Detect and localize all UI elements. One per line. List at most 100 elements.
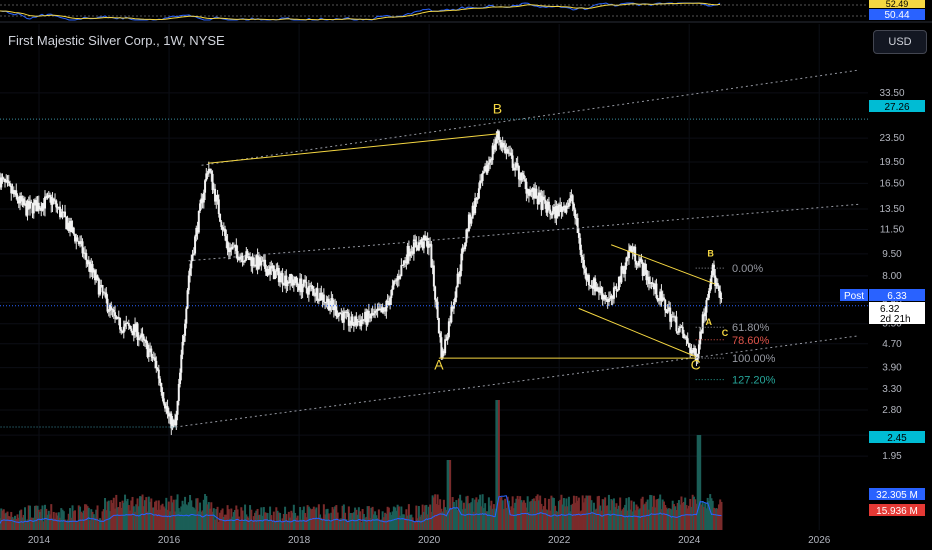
candle-body [146, 342, 149, 357]
candle-body [441, 350, 444, 359]
volume-bar [682, 501, 685, 530]
candle-body [511, 155, 514, 168]
candle-body [424, 235, 427, 241]
volume-bar [452, 501, 455, 530]
volume-bar [96, 505, 99, 530]
volume-bar [370, 507, 373, 530]
candle-body [160, 383, 163, 393]
currency-button[interactable]: USD [873, 30, 927, 54]
volume-bar [429, 504, 432, 530]
volume-bar [676, 502, 679, 530]
post-price: 6.33 [887, 291, 907, 302]
last-price: 6.32 [880, 304, 900, 315]
candle-body [641, 262, 644, 276]
volume-bar [257, 515, 260, 530]
candle-body [561, 206, 564, 212]
volume-bar [574, 502, 577, 530]
candle-body [49, 195, 52, 197]
candle-body [157, 369, 160, 379]
candle-body [679, 326, 682, 329]
candle-body [6, 180, 9, 182]
candle-body [504, 145, 507, 154]
candle-body [420, 239, 423, 245]
wave-ab-top-line [208, 133, 498, 164]
wave-label-small: A [705, 317, 712, 327]
volume-bar [434, 494, 437, 530]
volume-bar [137, 506, 140, 530]
candle-body [100, 284, 103, 287]
candle-body [419, 242, 422, 245]
candle-body [25, 203, 28, 216]
volume-bar [392, 506, 395, 530]
candle-body [272, 265, 275, 280]
candle-body [672, 316, 675, 318]
candle-body [454, 297, 457, 303]
candle-body [516, 163, 519, 166]
volume-bar [604, 497, 607, 530]
candle-body [674, 316, 677, 318]
candle-body [236, 251, 239, 260]
volume-bar [369, 518, 372, 530]
candle-body [321, 294, 324, 300]
volume-bar [555, 510, 558, 530]
volume-bar [542, 506, 545, 530]
candle-body [126, 322, 129, 324]
candle-body [382, 307, 385, 310]
candle-body [184, 323, 187, 336]
volume-bar [356, 514, 359, 530]
volume-bar [300, 519, 303, 530]
candle-body [401, 264, 404, 266]
volume-bar [79, 506, 82, 530]
volume-bar [212, 508, 215, 530]
candle-body [51, 198, 54, 205]
time-axis[interactable]: 2014 2016 2018 2020 2022 2024 2026 [28, 535, 831, 546]
candle-body [405, 261, 408, 264]
candle-body [332, 304, 335, 311]
candle-body [64, 211, 67, 218]
volume-bar [495, 400, 498, 530]
volume-bar [112, 497, 115, 530]
candle-body [619, 276, 622, 283]
fib-level-label: 100.00% [732, 353, 776, 365]
volume-bar [287, 511, 290, 530]
volume-bar [497, 400, 500, 530]
candle-body [479, 180, 482, 189]
candle-body [374, 310, 377, 314]
candle-body [541, 196, 544, 210]
candle-body [327, 298, 330, 311]
wave-label-small: C [722, 328, 729, 338]
volume-bar [519, 496, 522, 530]
candle-body [72, 227, 75, 235]
candle-body [229, 247, 232, 253]
volume-bar [579, 511, 582, 530]
drawings[interactable] [0, 69, 868, 428]
time-tick-label: 2014 [28, 535, 51, 546]
volume-bar [670, 509, 673, 530]
candle-body [485, 165, 488, 173]
candle-body [564, 205, 567, 213]
candle-body [362, 319, 365, 321]
volume-bar [692, 496, 695, 530]
volume-bar [340, 518, 343, 530]
price-axis[interactable]: 33.50 23.50 19.50 16.50 13.50 11.50 9.50 8.00 6.… [879, 88, 904, 462]
candle-body [676, 331, 679, 333]
candle-body [612, 287, 615, 299]
candle-body [71, 227, 74, 232]
volume-bar [441, 511, 444, 530]
candle-body [355, 316, 358, 326]
volume-bar [124, 494, 127, 530]
volume-bar [321, 519, 324, 530]
volume-bar [507, 500, 510, 530]
volume-bar [595, 508, 598, 530]
volume-bar [85, 504, 88, 530]
candle-body [470, 218, 473, 224]
volume-bar [206, 504, 209, 530]
candle-body [281, 273, 284, 285]
volume-bar [565, 498, 568, 530]
volume-bar [292, 504, 295, 530]
volume-bar [109, 511, 112, 530]
candle-body [710, 275, 713, 285]
fibonacci-levels[interactable]: 0.00% 61.80%78.60% 100.00% 127.20% [695, 263, 776, 387]
candle-body [97, 278, 100, 295]
